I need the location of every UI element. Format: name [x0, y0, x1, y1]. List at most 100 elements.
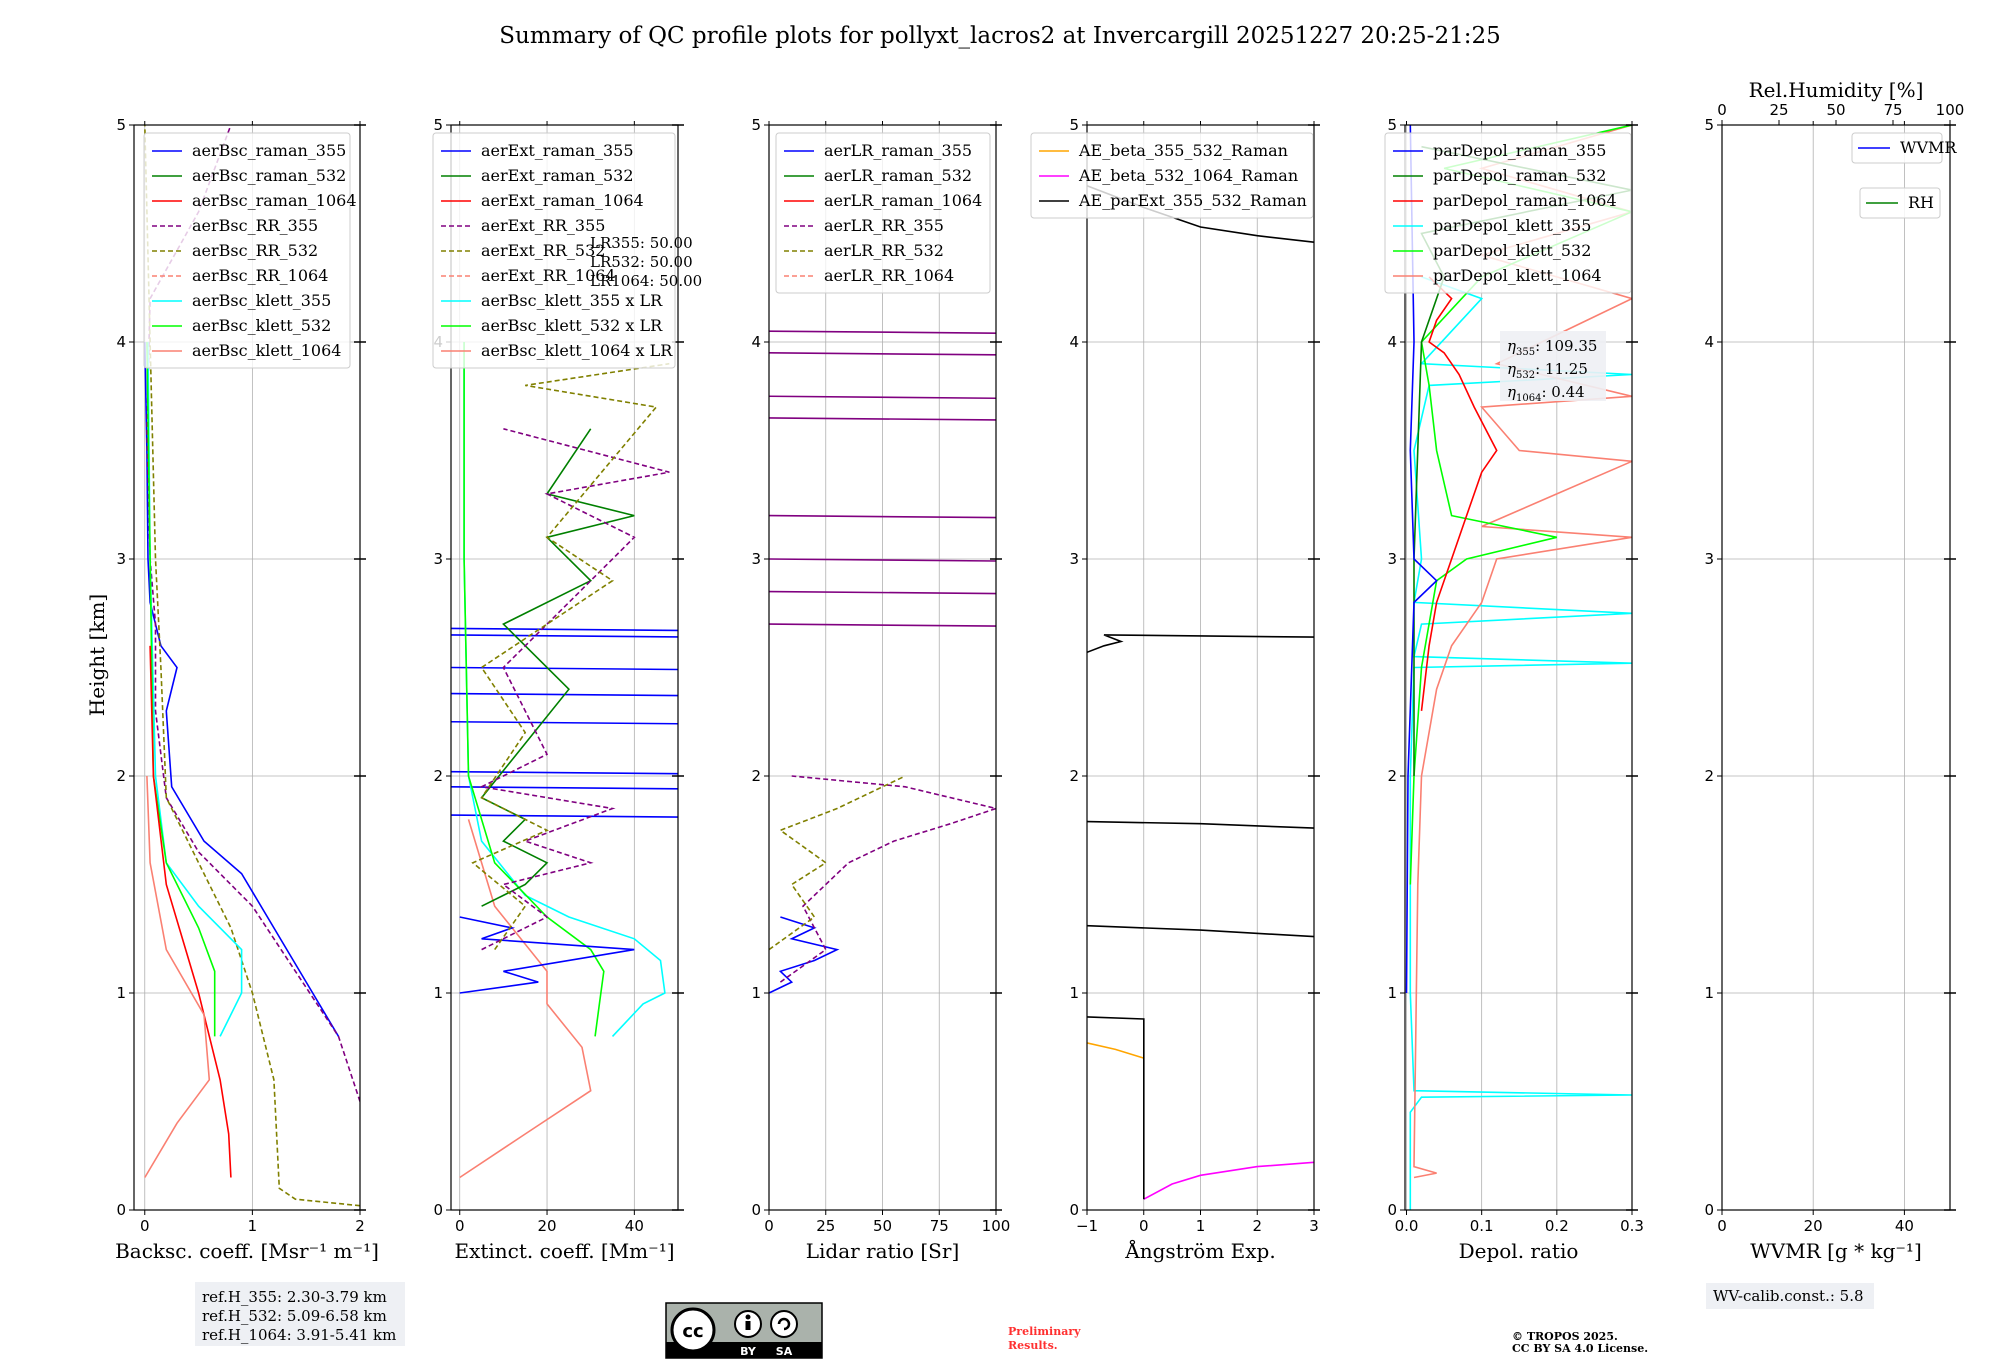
x-axis-label: Depol. ratio	[1459, 1239, 1579, 1263]
legend-label: aerBsc_RR_1064	[192, 266, 328, 285]
y-tick-label: 2	[751, 767, 761, 785]
legend-label: aerBsc_raman_355	[192, 141, 346, 160]
spike-mark	[451, 666, 678, 671]
x-axis-label: WVMR [g * kg⁻¹]	[1750, 1239, 1922, 1263]
legend-label: aerExt_RR_1064	[481, 266, 616, 285]
subplot-2: 02040012345Extinct. coeff. [Mm⁻¹]aerExt_…	[432, 116, 702, 1263]
series-line-aerext-rr-532	[471, 362, 670, 951]
legend-label: parDepol_klett_355	[1433, 216, 1591, 235]
y-tick-label: 1	[1704, 984, 1714, 1002]
legend-label: aerExt_raman_355	[481, 141, 634, 160]
license-text: CC BY SA 4.0 License.	[1512, 1342, 1648, 1355]
subplot-1: 0 1 2 0 1 2 3 4 5 Backsc. coeff. [Msr⁻¹ m⁻¹] aerBs…	[115, 116, 379, 1263]
secondary-tick-label: 100	[1936, 101, 1965, 119]
series-line-aerbsc-klett-532	[146, 341, 216, 1037]
x-tick-label: 3	[1309, 1217, 1319, 1235]
spike-mark	[451, 627, 678, 632]
x-tick-label: 1	[1196, 1217, 1206, 1235]
legend-box	[432, 132, 676, 369]
legend-label: aerLR_RR_1064	[824, 266, 954, 285]
spike-mark	[769, 558, 996, 562]
legend-label: WVMR	[1900, 138, 1957, 157]
secondary-tick-label: 0	[1717, 101, 1727, 119]
legend-box	[1859, 187, 1941, 219]
subplot-3: 0 25 50 75 100 0 1 2 3 4 5 Lidar ratio [Sr] aerLR_ra…	[751, 116, 1010, 1263]
series-line-ae-parext-355-532-raman	[1087, 820, 1314, 829]
legend-label: parDepol_raman_355	[1433, 141, 1606, 160]
x-tick-label: 0.0	[1395, 1217, 1419, 1235]
ref-height-box: ref.H_355: 2.30-3.79 km ref.H_532: 5.09-…	[195, 1282, 405, 1346]
axes-frame	[450, 124, 679, 1211]
spike-mark	[769, 352, 996, 356]
legend-label: AE_parExt_355_532_Raman	[1078, 191, 1307, 210]
x-tick-label: 0.1	[1470, 1217, 1494, 1235]
x-tick-label: 25	[816, 1217, 835, 1235]
eta-box	[1500, 331, 1606, 401]
secondary-tick-label: 25	[1769, 101, 1788, 119]
y-tick-label: 1	[1069, 984, 1079, 1002]
eta-value: η1064: 0.44	[1507, 383, 1585, 404]
y-tick-label: 5	[116, 116, 126, 134]
axes-frame	[133, 124, 361, 1211]
y-tick-label: 0	[433, 1201, 443, 1219]
y-tick-label: 2	[1387, 767, 1397, 785]
y-tick-label: 0	[751, 1201, 761, 1219]
y-axis-label: Height [km]	[85, 594, 109, 716]
spike-mark	[451, 634, 678, 638]
legend-label: aerBsc_raman_1064	[192, 191, 357, 210]
y-tick-label: 3	[1704, 550, 1714, 568]
data-layer	[144, 125, 360, 1207]
x-tick-label: 50	[873, 1217, 892, 1235]
x-tick-label: 20	[1804, 1217, 1823, 1235]
series-line-aerbsc-rr-532	[144, 125, 360, 1207]
x-tick-label: −1	[1076, 1217, 1098, 1235]
x-tick-label: 40	[625, 1217, 644, 1235]
x-tick-label: 0	[140, 1217, 150, 1235]
share-alike-arrow-icon	[777, 1317, 791, 1331]
axes-frame	[1404, 124, 1633, 1211]
y-tick-label: 4	[1069, 333, 1079, 351]
cc-by-sa-badge: cc BY SA	[665, 1302, 823, 1359]
series-line-aerbsc-raman-355	[144, 341, 340, 1037]
series-line-aerbsc-raman-1064	[149, 645, 232, 1178]
data-layer	[769, 330, 996, 994]
y-tick-label: 2	[1069, 767, 1079, 785]
y-tick-label: 3	[1387, 550, 1397, 568]
spike-mark	[451, 814, 678, 818]
series-line-ae-parext-355-532-raman	[1087, 924, 1314, 938]
cc-letters-icon: cc	[682, 1321, 703, 1342]
attribution-head-icon	[745, 1314, 751, 1320]
legend-box	[143, 132, 351, 369]
legend-label: aerBsc_klett_1064	[192, 341, 341, 360]
series-line-aerbsc-klett-1064-x-lr	[459, 819, 592, 1179]
series-line-pardepol-raman-1064	[1420, 276, 1498, 711]
y-tick-label: 5	[1069, 116, 1079, 134]
axes-frame	[1721, 124, 1951, 1211]
y-tick-label: 2	[1704, 767, 1714, 785]
legend-label: aerLR_raman_532	[824, 166, 972, 185]
legend-label: aerLR_RR_532	[824, 241, 944, 260]
y-tick-label: 0	[1704, 1201, 1714, 1219]
data-layer	[451, 342, 678, 1179]
y-tick-label: 5	[433, 116, 443, 134]
spike-mark	[451, 720, 678, 725]
secondary-tick-label: 75	[1883, 101, 1902, 119]
legend-box	[1384, 132, 1632, 294]
share-alike-icon	[770, 1310, 798, 1338]
spike-mark	[451, 770, 678, 775]
legend-label: aerBsc_RR_355	[192, 216, 318, 235]
series-line-aerext-raman-355	[459, 916, 635, 994]
y-tick-label: 0	[1387, 1201, 1397, 1219]
y-tick-label: 4	[1704, 333, 1714, 351]
series-line-aerext-raman-532	[480, 428, 635, 907]
x-tick-label: 0	[1717, 1217, 1727, 1235]
eta-value: η355: 109.35	[1507, 337, 1597, 358]
legend-label: aerBsc_raman_532	[192, 166, 346, 185]
y-tick-label: 2	[433, 767, 443, 785]
x-axis-label: Backsc. coeff. [Msr⁻¹ m⁻¹]	[115, 1239, 379, 1263]
x-tick-label: 2	[1252, 1217, 1262, 1235]
legend-label: AE_beta_532_1064_Raman	[1078, 166, 1298, 185]
series-line-pardepol-raman-355	[1405, 125, 1438, 994]
y-tick-label: 5	[1387, 116, 1397, 134]
